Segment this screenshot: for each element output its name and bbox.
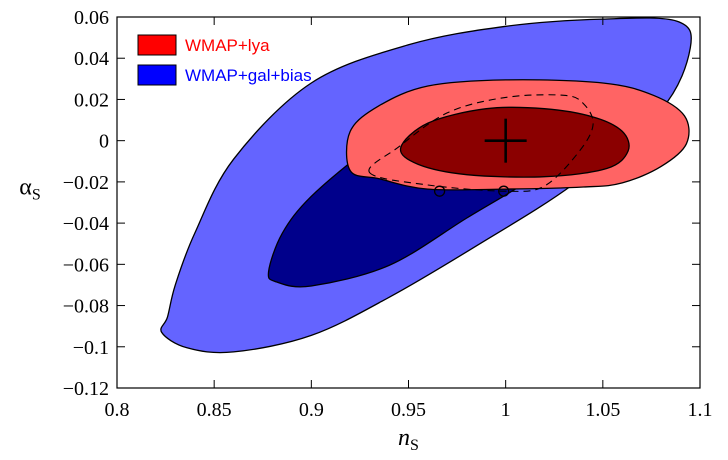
legend-label-wmap-lya: WMAP+lya <box>185 36 270 55</box>
legend-swatch-wmap-lya <box>137 34 177 56</box>
x-tick-label: 0.85 <box>197 399 232 421</box>
y-tick-label: −0.04 <box>63 213 109 235</box>
x-tick-label: 1.1 <box>688 399 713 421</box>
y-axis-symbol: α <box>19 175 32 201</box>
y-tick-label: −0.02 <box>63 172 109 194</box>
y-tick-label: 0 <box>99 131 109 153</box>
annotation-layer <box>368 94 594 197</box>
x-tick-label: 1.05 <box>585 399 620 421</box>
circle-marker-2 <box>498 185 510 197</box>
x-axis-title: nS <box>398 425 419 454</box>
y-tick-label: −0.08 <box>63 296 109 318</box>
y-tick-label: −0.1 <box>73 337 109 359</box>
legend: WMAP+lya WMAP+gal+bias <box>137 34 312 86</box>
y-tick-label: −0.06 <box>63 254 109 276</box>
contour-layer <box>160 17 692 354</box>
tick-layer: 0.8 0.85 0.9 0.95 1 1.05 1.1 0.06 0.04 0.02 0 −0.02… <box>63 7 713 421</box>
y-axis-subscript: S <box>32 187 41 204</box>
y-tick-label: −0.12 <box>63 378 109 400</box>
x-tick-label: 0.9 <box>299 399 324 421</box>
y-tick-label: 0.02 <box>74 89 109 111</box>
x-tick-label: 0.8 <box>105 399 130 421</box>
y-tick-label: 0.04 <box>74 48 109 70</box>
y-tick-label: 0.06 <box>74 7 109 29</box>
y-axis-title: αS <box>19 175 40 204</box>
legend-label-wmap-gal-bias: WMAP+gal+bias <box>185 66 312 85</box>
circle-marker-1 <box>433 185 446 197</box>
x-tick-label: 1 <box>501 399 511 421</box>
x-axis-subscript: S <box>410 437 419 454</box>
x-tick-label: 0.95 <box>391 399 426 421</box>
legend-swatch-wmap-gal-bias <box>137 64 177 86</box>
dashed-contour <box>368 94 594 192</box>
x-axis-symbol: n <box>398 425 410 451</box>
